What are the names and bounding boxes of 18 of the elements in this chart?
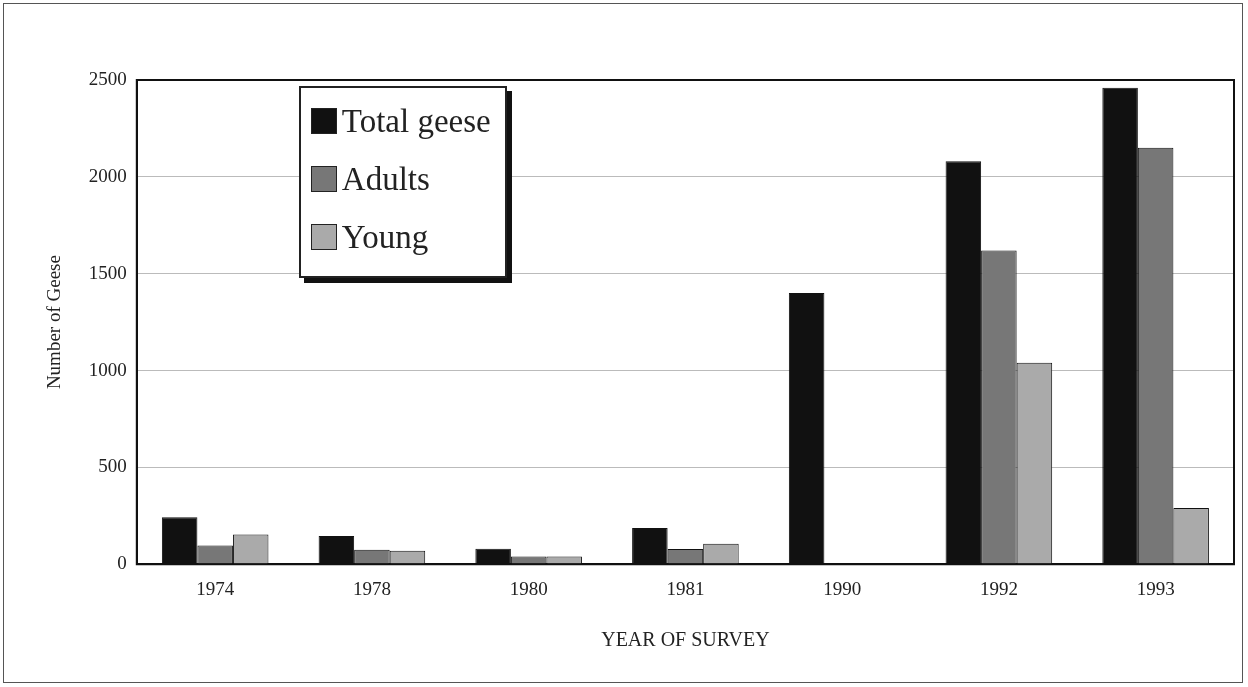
x-tick-label: 1981 [666, 577, 705, 599]
y-tick-label: 1500 [88, 261, 127, 283]
y-tick-label: 500 [98, 455, 127, 477]
x-tick-label: 1978 [352, 577, 391, 599]
legend-label: Adults [341, 160, 430, 198]
y-tick-label: 2500 [88, 67, 127, 89]
x-tick-label: 1974 [196, 577, 235, 599]
y-axis-title: Number of Geese [43, 255, 65, 390]
x-tick-label: 1990 [823, 577, 862, 599]
x-axis-title: YEAR OF SURVEY [601, 628, 770, 651]
x-tick-label: 1980 [509, 577, 548, 599]
x-tick-label: 1992 [979, 577, 1018, 599]
legend-label: Total geese [341, 102, 491, 140]
y-tick-label: 2000 [88, 164, 127, 186]
y-tick-label: 1000 [88, 358, 127, 380]
y-tick-label: 0 [117, 552, 127, 574]
x-tick-label: 1993 [1136, 577, 1175, 599]
legend-label: Young [341, 218, 429, 256]
